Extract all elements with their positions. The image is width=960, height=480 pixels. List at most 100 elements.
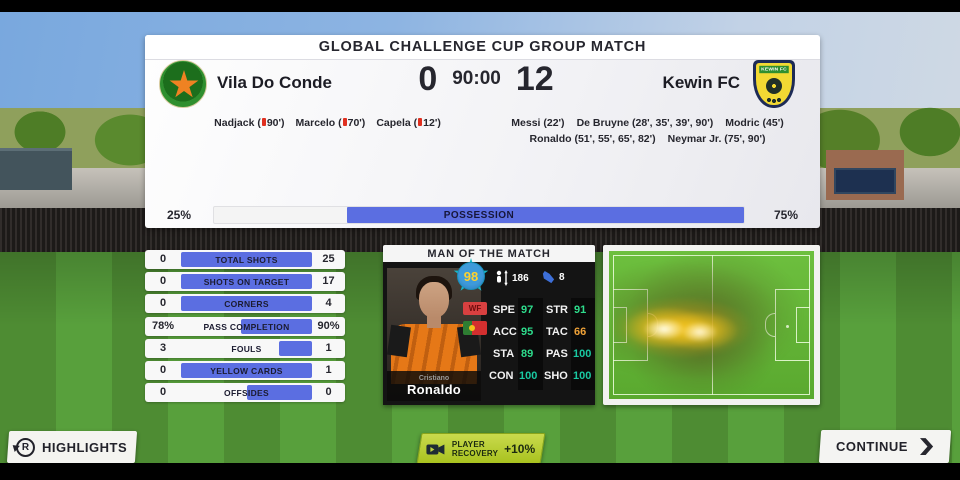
scorer-entry: Neymar Jr. (75', 90') xyxy=(667,133,766,145)
stat-bar: TOTAL SHOTS xyxy=(181,252,312,267)
attr-label: CON xyxy=(489,370,514,382)
away-scorers: Messi (22') De Bruyne (28', 35', 39', 90… xyxy=(505,117,790,145)
stat-bar-fill xyxy=(279,341,312,356)
motm-body: Cristiano Ronaldo 98 186 xyxy=(383,258,595,405)
height-stat: 186 xyxy=(495,270,529,286)
stat-bar: SHOTS ON TARGET xyxy=(181,274,312,289)
scoreboard-panel: GLOBAL CHALLENGE CUP GROUP MATCH Vila Do… xyxy=(145,35,820,228)
letterbox-top xyxy=(0,0,960,12)
home-score: 0 xyxy=(418,59,438,98)
value-column-strip xyxy=(518,298,543,390)
player-name-plate: Cristiano Ronaldo xyxy=(387,371,481,401)
stat-row-yellow-cards: 0 YELLOW CARDS 1 xyxy=(145,361,345,380)
badge-dots xyxy=(766,98,782,103)
stat-away-value: 1 xyxy=(325,342,332,354)
stat-home-value: 3 xyxy=(159,342,167,354)
stat-bar-fill xyxy=(181,296,312,311)
scorer-entry: De Bruyne (28', 35', 39', 90') xyxy=(576,117,714,129)
away-team-badge-icon: KEWIN FC xyxy=(753,60,795,108)
match-title: GLOBAL CHALLENGE CUP GROUP MATCH xyxy=(145,35,820,60)
stat-away-value: 25 xyxy=(322,253,335,265)
stat-label: FOULS xyxy=(231,343,262,354)
possession-away-value: 75% xyxy=(773,208,798,222)
stat-bar: FOULS xyxy=(181,341,312,356)
stat-away-value: 0 xyxy=(325,386,332,398)
stat-away-value: 90% xyxy=(317,320,340,332)
stat-away-value: 1 xyxy=(325,364,332,376)
red-card-icon xyxy=(261,118,266,126)
attr-label: SHO xyxy=(544,370,568,382)
away-scorers-line1: Messi (22') De Bruyne (28', 35', 39', 90… xyxy=(505,117,790,129)
stat-label: OFFSIDES xyxy=(224,387,269,398)
letterbox-bottom xyxy=(0,463,960,480)
attr-value: 89 xyxy=(521,348,534,360)
possession-bar: POSSESSION xyxy=(213,206,745,224)
player-neck xyxy=(427,316,441,328)
stat-label: SHOTS ON TARGET xyxy=(203,276,290,287)
scorer-entry: Capela (12') xyxy=(376,117,441,129)
home-team-badge-icon xyxy=(159,60,207,108)
attr-label: TAC xyxy=(546,326,568,338)
stat-bar: OFFSIDES xyxy=(181,385,312,400)
possession-fill xyxy=(346,207,744,223)
stat-bar-fill xyxy=(181,252,312,267)
highlights-button[interactable]: R HIGHLIGHTS xyxy=(6,431,138,463)
stat-row-offsides: 0 OFFSIDES 0 xyxy=(145,383,345,402)
stat-bar-fill xyxy=(181,274,312,289)
rating-star-icon: 98 xyxy=(453,258,489,294)
attr-value: 100 xyxy=(573,370,592,382)
heatmap-field xyxy=(609,251,814,399)
stat-home-value: 0 xyxy=(159,253,167,265)
boots-value: 8 xyxy=(559,272,565,283)
player-last-name: Ronaldo xyxy=(406,382,462,397)
continue-button[interactable]: CONTINUE xyxy=(818,430,952,463)
attr-value: 95 xyxy=(521,326,534,338)
stat-row-pass-completion: 78% PASS COMPLETION 90% xyxy=(145,317,345,336)
scorer-entry: Marcelo (70') xyxy=(295,117,366,129)
player-first-name: Cristiano xyxy=(418,375,450,382)
attr-label: SPE xyxy=(493,304,516,316)
stat-home-value: 0 xyxy=(159,297,167,309)
home-scorers: Nadjack (90') Marcelo (70') Capela (12') xyxy=(185,117,470,129)
home-team-name: Vila Do Conde xyxy=(217,73,332,92)
portugal-flag-icon xyxy=(463,321,487,335)
attr-value: 97 xyxy=(521,304,534,316)
stadium-sign xyxy=(834,168,896,194)
heatmap-panel xyxy=(603,245,820,405)
attr-value: 91 xyxy=(574,304,587,316)
stat-row-total-shots: 0 TOTAL SHOTS 25 xyxy=(145,250,345,269)
away-scorers-line2: Ronaldo (51', 55', 65', 82') Neymar Jr. … xyxy=(505,133,790,145)
possession-home-value: 25% xyxy=(167,208,192,222)
attr-label: ACC xyxy=(493,326,517,338)
scorer-entry: Messi (22') xyxy=(511,117,565,129)
recovery-bonus: +10% xyxy=(504,441,536,456)
badge-ribbon-text: KEWIN FC xyxy=(759,65,789,74)
man-of-the-match-panel: MAN OF THE MATCH Cristiano Ronaldo 98 xyxy=(383,245,595,405)
red-card-icon xyxy=(418,118,423,126)
recovery-label-line1: PLAYER xyxy=(452,439,486,449)
stat-home-value: 0 xyxy=(159,275,167,287)
attr-value: 100 xyxy=(573,348,592,360)
rating-value: 98 xyxy=(457,262,485,290)
height-icon xyxy=(496,270,508,286)
stat-away-value: 4 xyxy=(325,297,332,309)
stat-bar: YELLOW CARDS xyxy=(181,363,312,378)
possession-row: 25% POSSESSION 75% xyxy=(145,205,820,228)
attr-value: 100 xyxy=(519,370,538,382)
stat-bar: CORNERS xyxy=(181,296,312,311)
heatmap-overlay xyxy=(613,255,810,395)
continue-label: CONTINUE xyxy=(835,439,908,454)
camera-icon xyxy=(426,443,445,454)
boot-icon xyxy=(542,270,555,284)
stat-bar-fill xyxy=(246,385,312,400)
stat-home-value: 0 xyxy=(159,386,167,398)
player-face xyxy=(419,282,449,318)
stat-bar-fill xyxy=(181,363,312,378)
stat-row-shots-on-target: 0 SHOTS ON TARGET 17 xyxy=(145,272,345,291)
attr-label: STA xyxy=(493,348,515,360)
scorer-entry: Modric (45') xyxy=(725,117,784,129)
player-recovery-button[interactable]: PLAYER RECOVERY +10% xyxy=(416,433,546,464)
score-center: 0 90:00 12 xyxy=(401,53,571,105)
stat-bar: PASS COMPLETION xyxy=(181,319,312,334)
